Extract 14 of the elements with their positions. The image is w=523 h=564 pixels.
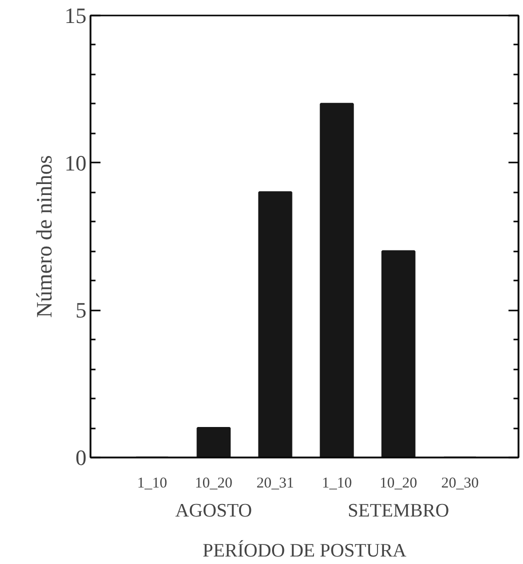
y-axis-title: Número de ninhos <box>32 155 56 318</box>
x-tick-label: 1_10 <box>322 476 352 492</box>
x-tick-label: 1_10 <box>137 476 168 492</box>
y-tick-label: 10 <box>64 150 86 176</box>
y-tick-label: 0 <box>76 445 86 470</box>
text: SETEMBRO <box>348 500 450 522</box>
x-axis-title: PERÍODO DE POSTURA <box>202 540 407 562</box>
x-tick-label: 20_31 <box>256 476 294 492</box>
x-tick-label: 10_20 <box>380 476 418 492</box>
text: AGOSTO <box>175 500 252 522</box>
y-tick-label: 15 <box>64 3 86 28</box>
x-tick-label: 20_30 <box>441 476 479 492</box>
x-tick-label: 10_20 <box>194 476 232 492</box>
y-tick-label: 5 <box>76 298 86 323</box>
